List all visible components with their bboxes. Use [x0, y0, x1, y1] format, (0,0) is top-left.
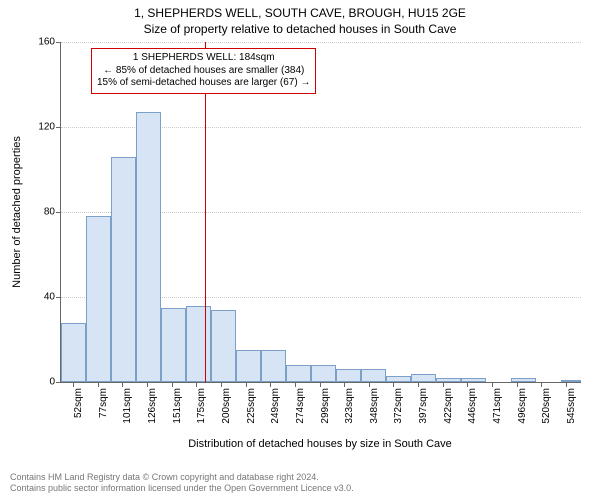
x-tick-label: 274sqm: [295, 388, 306, 424]
x-tick-mark: [98, 382, 99, 387]
y-tick-label: 0: [49, 377, 55, 388]
x-tick-label: 101sqm: [122, 388, 133, 424]
x-tick-label: 151sqm: [172, 388, 183, 424]
histogram-bar: [336, 369, 361, 382]
x-tick-mark: [73, 382, 74, 387]
x-tick-label: 372sqm: [393, 388, 404, 424]
y-axis-label-text: Number of detached properties: [11, 136, 23, 288]
annotation-line-1: 1 SHEPHERDS WELL: 184sqm: [97, 52, 310, 65]
histogram-bar: [511, 378, 536, 382]
chart-title: Size of property relative to detached ho…: [0, 22, 600, 36]
histogram-bar: [86, 216, 111, 382]
x-tick-mark: [566, 382, 567, 387]
x-tick-mark: [246, 382, 247, 387]
histogram-bar: [61, 323, 86, 383]
x-tick-mark: [221, 382, 222, 387]
x-tick-mark: [369, 382, 370, 387]
x-tick-label: 545sqm: [566, 388, 577, 424]
histogram-bar: [286, 365, 311, 382]
x-tick-mark: [196, 382, 197, 387]
x-tick-mark: [147, 382, 148, 387]
histogram-bar: [361, 369, 386, 382]
x-tick-label: 496sqm: [517, 388, 528, 424]
x-tick-label: 52sqm: [73, 388, 84, 418]
y-tick-mark: [56, 212, 61, 213]
x-tick-label: 471sqm: [492, 388, 503, 424]
y-axis-label: Number of detached properties: [10, 42, 24, 382]
histogram-bar: [411, 374, 436, 383]
chart-container: 1, SHEPHERDS WELL, SOUTH CAVE, BROUGH, H…: [0, 0, 600, 500]
y-tick-label: 80: [44, 207, 55, 218]
y-tick-mark: [56, 42, 61, 43]
x-tick-mark: [418, 382, 419, 387]
x-tick-mark: [541, 382, 542, 387]
x-tick-mark: [295, 382, 296, 387]
histogram-bar: [461, 378, 486, 382]
gridline: [61, 42, 581, 43]
x-tick-mark: [122, 382, 123, 387]
x-tick-mark: [320, 382, 321, 387]
x-tick-mark: [443, 382, 444, 387]
x-tick-label: 323sqm: [344, 388, 355, 424]
x-tick-mark: [492, 382, 493, 387]
y-tick-label: 120: [38, 122, 55, 133]
histogram-bar: [436, 378, 461, 382]
footer-attribution: Contains HM Land Registry data © Crown c…: [10, 472, 354, 495]
annotation-line-2: ← 85% of detached houses are smaller (38…: [97, 65, 310, 78]
x-tick-label: 520sqm: [541, 388, 552, 424]
x-axis-label: Distribution of detached houses by size …: [60, 438, 580, 450]
histogram-bar: [236, 350, 261, 382]
x-tick-mark: [172, 382, 173, 387]
histogram-bar: [211, 310, 236, 382]
y-tick-mark: [56, 127, 61, 128]
histogram-bar: [311, 365, 336, 382]
footer-line-2: Contains public sector information licen…: [10, 483, 354, 494]
x-tick-label: 348sqm: [369, 388, 380, 424]
chart-supertitle: 1, SHEPHERDS WELL, SOUTH CAVE, BROUGH, H…: [0, 6, 600, 20]
histogram-bar: [186, 306, 211, 383]
x-tick-label: 422sqm: [443, 388, 454, 424]
x-tick-mark: [270, 382, 271, 387]
histogram-bar: [261, 350, 286, 382]
x-tick-label: 175sqm: [196, 388, 207, 424]
x-tick-label: 249sqm: [270, 388, 281, 424]
x-tick-label: 77sqm: [98, 388, 109, 418]
y-tick-mark: [56, 297, 61, 298]
y-tick-mark: [56, 382, 61, 383]
x-tick-label: 299sqm: [320, 388, 331, 424]
footer-line-1: Contains HM Land Registry data © Crown c…: [10, 472, 354, 483]
x-tick-label: 200sqm: [221, 388, 232, 424]
histogram-bar: [111, 157, 136, 382]
x-tick-label: 126sqm: [147, 388, 158, 424]
plot-area: 0408012016052sqm77sqm101sqm126sqm151sqm1…: [60, 42, 581, 383]
annotation-line-3: 15% of semi-detached houses are larger (…: [97, 77, 310, 90]
histogram-bar: [136, 112, 161, 382]
x-tick-label: 225sqm: [246, 388, 257, 424]
x-tick-label: 446sqm: [467, 388, 478, 424]
histogram-bar: [561, 380, 581, 382]
y-tick-label: 160: [38, 37, 55, 48]
reference-annotation: 1 SHEPHERDS WELL: 184sqm ← 85% of detach…: [91, 48, 316, 94]
x-tick-mark: [393, 382, 394, 387]
x-tick-mark: [344, 382, 345, 387]
x-tick-mark: [517, 382, 518, 387]
y-tick-label: 40: [44, 292, 55, 303]
x-tick-label: 397sqm: [418, 388, 429, 424]
histogram-bar: [386, 376, 411, 382]
x-tick-mark: [467, 382, 468, 387]
histogram-bar: [161, 308, 186, 382]
